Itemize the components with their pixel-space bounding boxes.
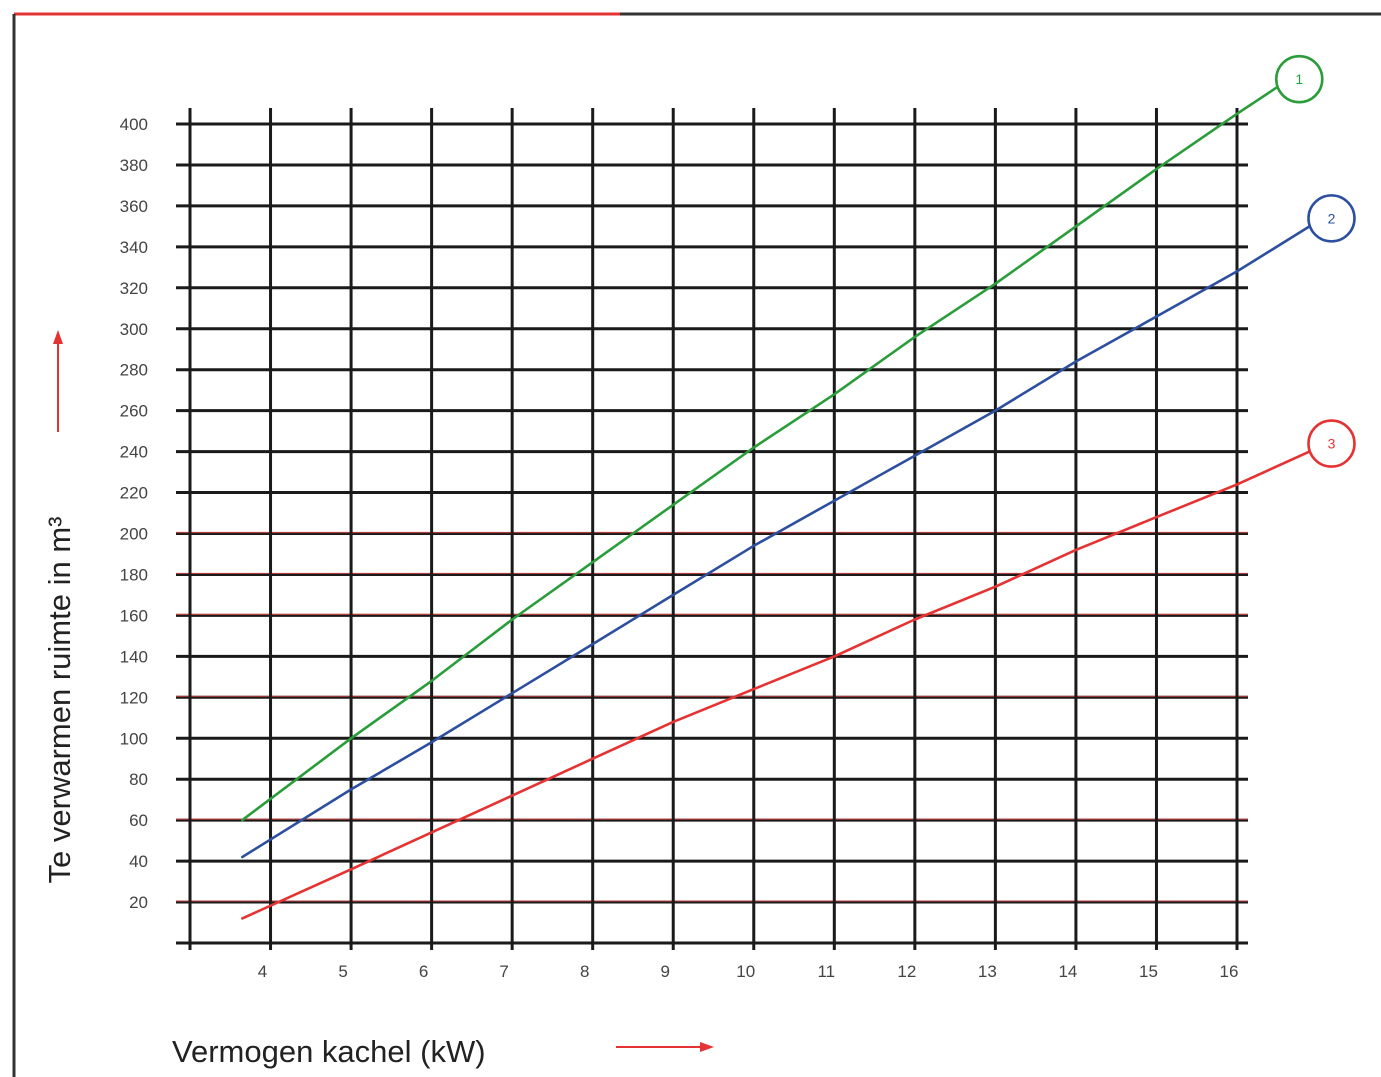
y-tick-label: 280 (120, 361, 148, 380)
series-badge-label: 3 (1328, 436, 1336, 452)
y-tick-label: 140 (120, 647, 148, 666)
series-badge-3 (1307, 419, 1356, 468)
grid-horizontal (176, 122, 1248, 945)
x-tick-label: 9 (660, 962, 669, 981)
y-tick-label: 320 (120, 279, 148, 298)
series-badge-1 (1274, 54, 1324, 104)
x-tick-label: 5 (338, 962, 347, 981)
x-tick-label: 8 (580, 962, 589, 981)
x-tick-labels: 4 5 6 7 8 9 10 11 12 13 14 15 16 (258, 962, 1239, 981)
y-tick-label: 300 (120, 320, 148, 339)
series-line-2 (241, 225, 1311, 859)
x-axis-arrow (616, 1042, 714, 1052)
series-badge-2 (1307, 194, 1356, 243)
y-tick-label: 40 (129, 852, 148, 871)
series-line-1 (241, 85, 1279, 822)
y-tick-label: 220 (120, 484, 148, 503)
y-arrow-head (53, 330, 63, 344)
y-tick-label: 360 (120, 197, 148, 216)
x-tick-label: 15 (1139, 962, 1158, 981)
y-tick-label: 340 (120, 238, 148, 257)
page-frame (12, 12, 1381, 1077)
x-tick-label: 12 (897, 962, 916, 981)
y-tick-label: 200 (120, 525, 148, 544)
y-tick-label: 100 (120, 729, 148, 748)
y-tick-label: 80 (129, 770, 148, 789)
y-tick-label: 20 (129, 893, 148, 912)
grid-vertical (188, 108, 1239, 950)
x-tick-label: 7 (499, 962, 508, 981)
series-line-3 (241, 450, 1311, 920)
x-tick-label: 6 (419, 962, 428, 981)
x-axis-label: Vermogen kachel (kW) (172, 1034, 486, 1069)
series-badge-label: 1 (1295, 71, 1303, 87)
x-tick-label: 13 (978, 962, 997, 981)
series-badge-label: 2 (1328, 210, 1336, 226)
y-axis-arrow (53, 330, 63, 432)
y-tick-label: 400 (120, 115, 148, 134)
series-lines (241, 85, 1311, 920)
x-arrow-head (700, 1042, 714, 1052)
y-tick-label: 160 (120, 606, 148, 625)
x-tick-label: 10 (736, 962, 755, 981)
y-tick-label: 380 (120, 156, 148, 175)
y-tick-labels: 20 40 60 80 100 120 140 160 180 200 220 240 260 280 30… (120, 115, 148, 912)
y-tick-label: 260 (120, 402, 148, 421)
y-tick-label: 240 (120, 443, 148, 462)
y-tick-label: 60 (129, 811, 148, 830)
y-tick-label: 180 (120, 565, 148, 584)
y-axis-label: Te verwarmen ruimte in m³ (42, 517, 77, 884)
x-tick-label: 14 (1058, 962, 1077, 981)
x-tick-label: 11 (817, 962, 835, 981)
x-tick-label: 4 (258, 962, 267, 981)
series-badges: 1 2 3 (1274, 54, 1356, 468)
y-tick-label: 120 (120, 688, 148, 707)
x-tick-label: 16 (1220, 962, 1239, 981)
